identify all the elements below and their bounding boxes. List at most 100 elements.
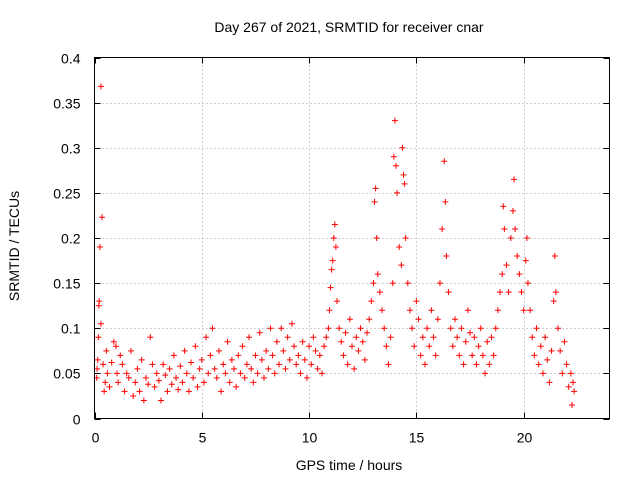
data-point (570, 379, 577, 386)
data-point (102, 379, 109, 386)
data-point (344, 361, 351, 368)
data-point (464, 307, 471, 314)
data-point (535, 361, 542, 368)
data-point (310, 334, 317, 341)
data-point (529, 334, 536, 341)
data-point (452, 316, 458, 323)
data-point (372, 185, 379, 192)
data-point (546, 379, 553, 386)
data-point (571, 388, 578, 395)
y-tick-label: 0.05 (53, 366, 80, 382)
data-point (445, 289, 452, 296)
data-point (366, 316, 373, 323)
data-point (200, 379, 207, 386)
data-point (99, 214, 106, 221)
data-point (469, 352, 476, 359)
data-point (250, 379, 257, 386)
data-point (400, 171, 407, 178)
data-point (520, 307, 527, 314)
data-point (568, 401, 575, 408)
data-point (276, 361, 283, 368)
data-point (467, 329, 474, 336)
y-tick-label: 0.25 (53, 186, 80, 202)
data-point (516, 271, 523, 278)
data-point (261, 374, 268, 381)
data-point (473, 361, 480, 368)
data-point (482, 370, 489, 377)
data-point (381, 325, 388, 332)
data-point (170, 352, 177, 359)
data-point (460, 361, 467, 368)
data-point (522, 257, 529, 264)
data-point (252, 352, 259, 359)
y-tick-label: 0.15 (53, 276, 80, 292)
data-point (97, 83, 104, 90)
data-point (392, 162, 399, 169)
data-point (134, 365, 141, 372)
data-point (145, 381, 152, 388)
data-point (389, 280, 396, 287)
data-point (162, 372, 169, 379)
data-point (555, 325, 561, 332)
data-point (233, 383, 240, 390)
data-point (402, 235, 409, 241)
data-point (288, 320, 295, 327)
data-point (117, 352, 124, 359)
data-point (226, 379, 233, 386)
y-tick-label: 0.3 (61, 141, 81, 157)
data-point (177, 363, 184, 370)
data-point (368, 298, 375, 305)
data-point (209, 325, 216, 332)
data-point (500, 203, 507, 210)
data-point (394, 189, 401, 196)
data-point (458, 325, 465, 332)
plot-frame (94, 57, 610, 419)
data-point (424, 325, 431, 332)
data-point (338, 338, 345, 345)
data-point (190, 374, 197, 381)
data-point (548, 347, 555, 354)
data-point (308, 361, 315, 368)
data-point (462, 338, 469, 345)
data-point (567, 370, 574, 377)
data-point (108, 359, 115, 366)
data-point (198, 356, 205, 363)
data-point (175, 386, 182, 393)
data-point (531, 352, 538, 359)
data-point (406, 307, 413, 314)
data-point (106, 383, 113, 390)
data-point (215, 347, 222, 354)
data-point (158, 397, 165, 404)
data-point (447, 325, 454, 332)
data-point (121, 388, 128, 395)
data-point (328, 266, 335, 273)
data-point (318, 370, 325, 377)
data-point (327, 284, 334, 291)
data-point (330, 235, 337, 241)
data-point (280, 347, 287, 354)
data-point (359, 338, 366, 345)
data-point (96, 298, 103, 305)
x-tick-label: 10 (302, 430, 318, 446)
data-point (103, 347, 110, 354)
data-point (97, 320, 104, 327)
data-point (179, 379, 186, 386)
data-point (286, 356, 293, 363)
data-point (312, 347, 319, 354)
data-point (409, 325, 416, 332)
data-point (383, 343, 390, 350)
data-point (263, 347, 270, 354)
x-tick-label: 0 (92, 430, 100, 446)
data-point (104, 370, 111, 377)
data-point (160, 361, 167, 368)
data-point (282, 365, 289, 372)
data-point (355, 347, 362, 354)
data-point (503, 262, 510, 269)
data-point (552, 289, 559, 296)
y-tick-label: 0.1 (61, 321, 81, 337)
data-point (441, 158, 448, 165)
data-point (512, 225, 519, 232)
data-point (258, 356, 265, 363)
data-point (147, 334, 154, 341)
